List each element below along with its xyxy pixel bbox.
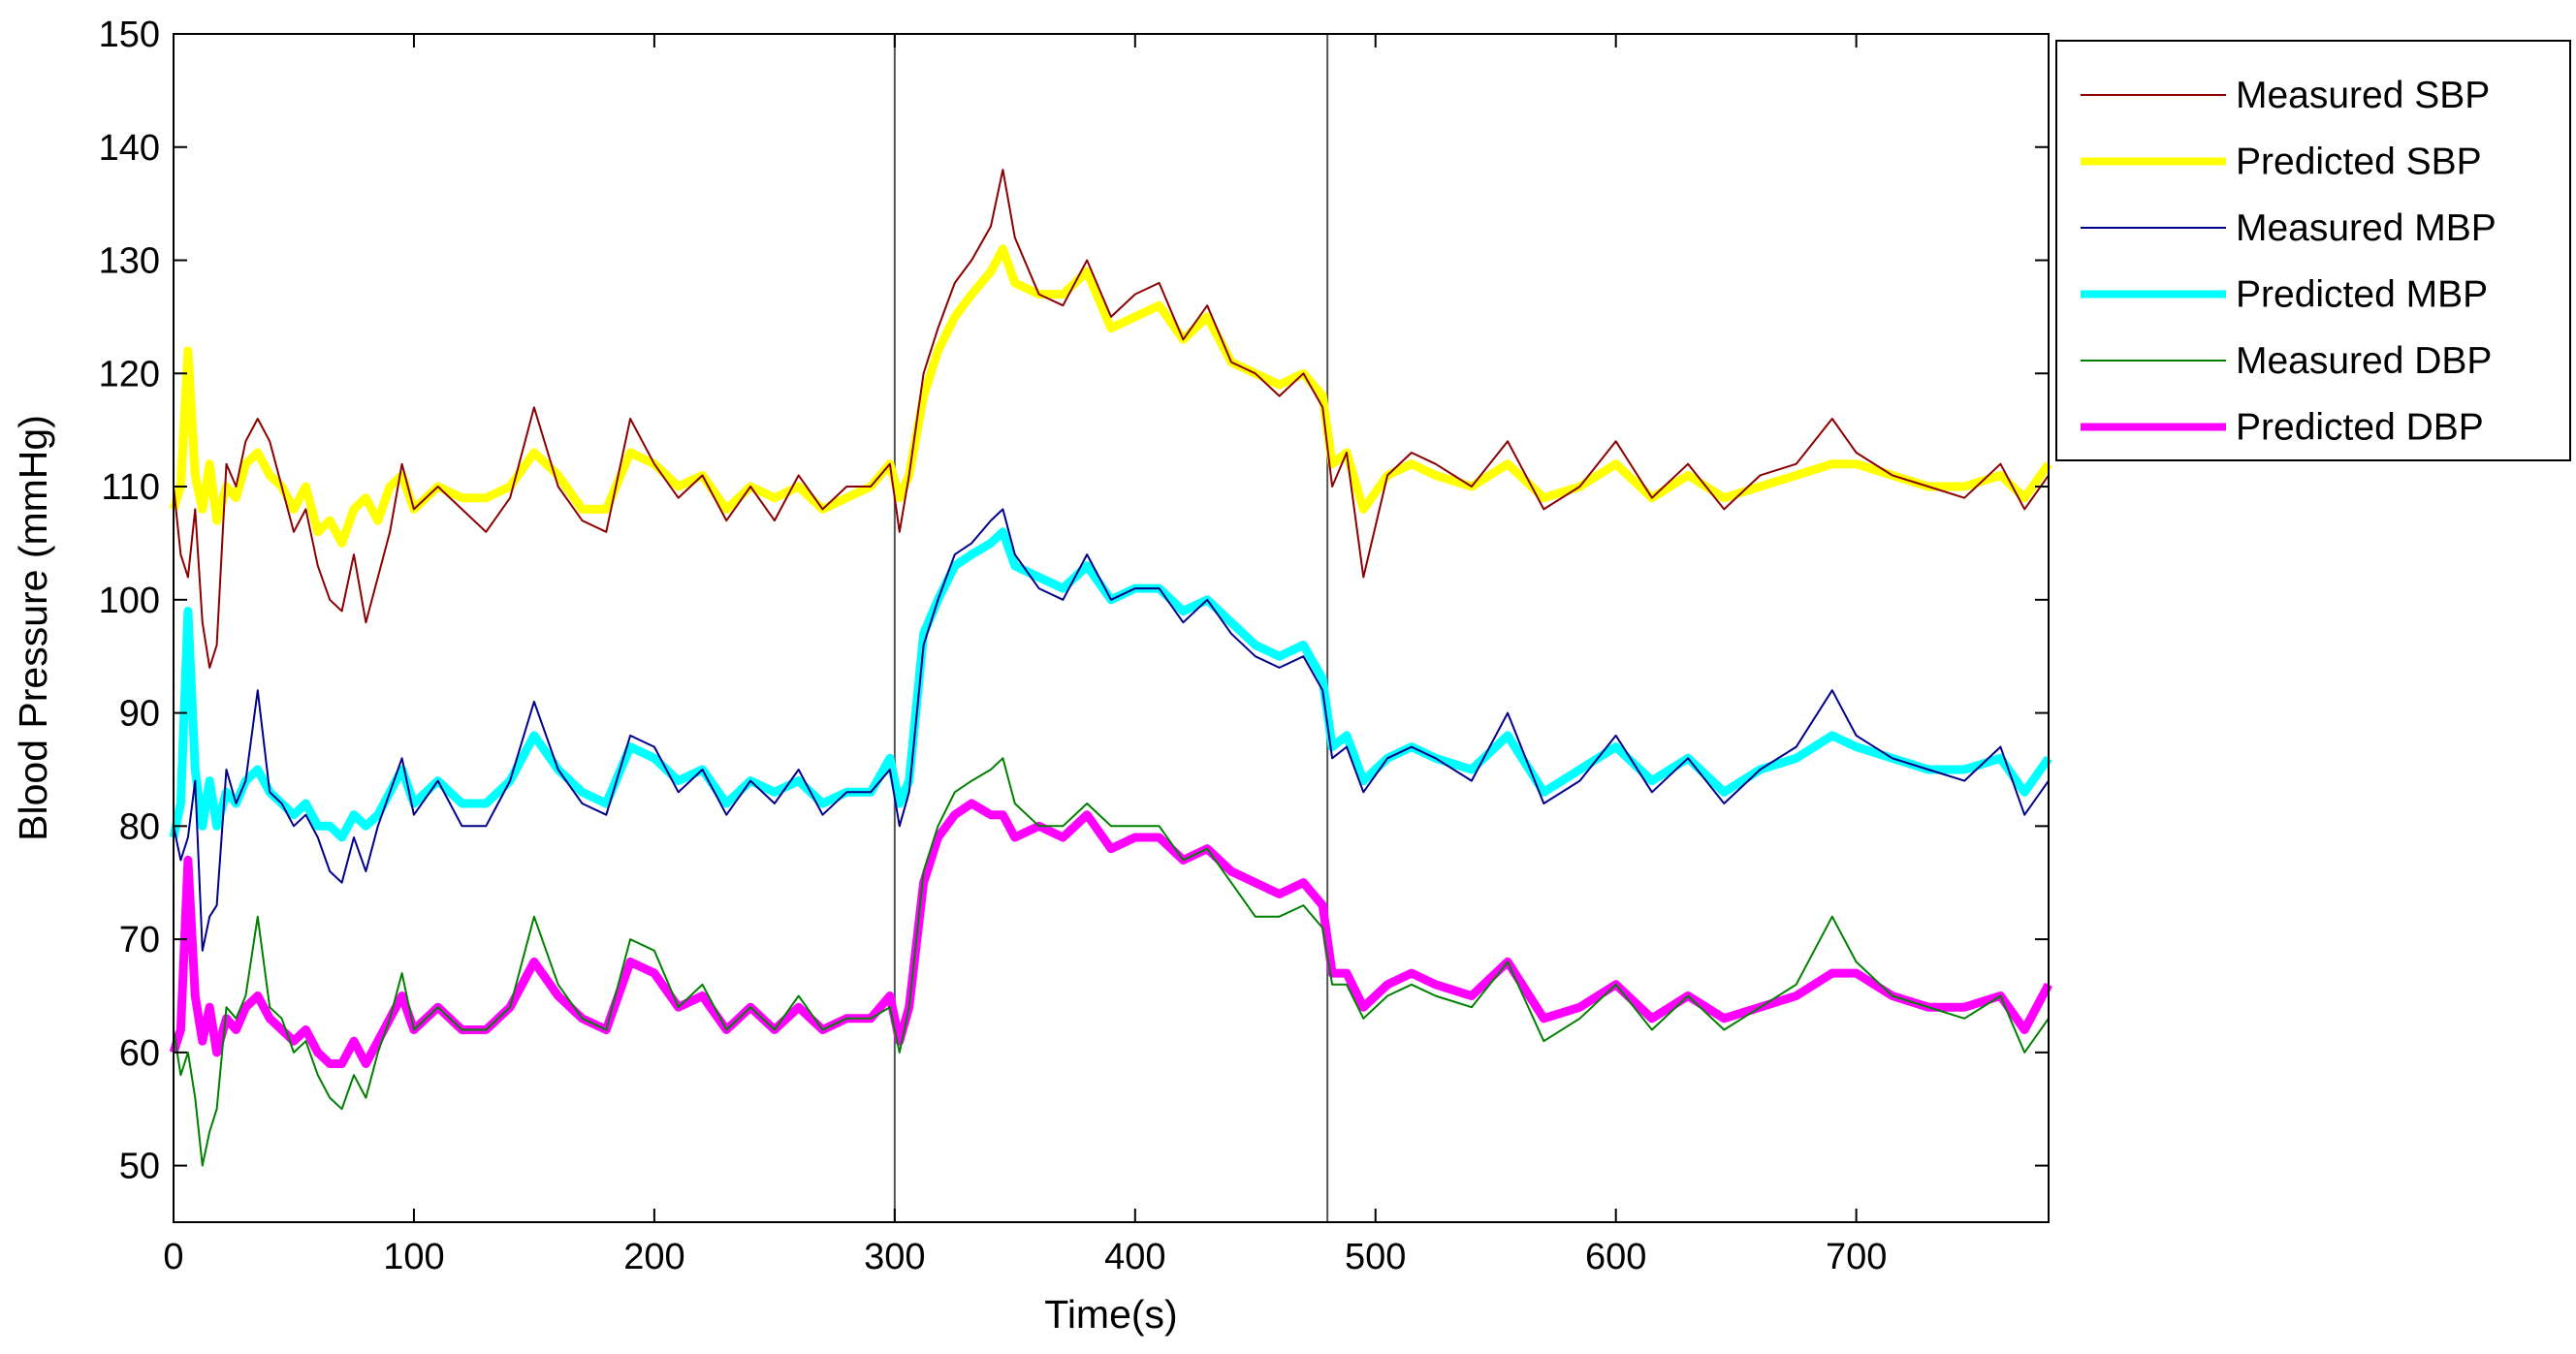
series-line-predicted-dbp [169,799,2052,1068]
series-line-predicted-mbp [169,527,2052,842]
y-tick-label: 110 [101,467,160,508]
plot-area [174,34,2049,1222]
x-tick-label: 500 [1345,1237,1406,1277]
y-tick-label: 90 [119,694,160,735]
x-tick-label: 100 [383,1237,444,1277]
legend-label: Measured MBP [2236,207,2496,249]
y-tick-label: 130 [99,241,160,282]
y-tick-label: 80 [119,806,160,847]
legend-box [2055,40,2571,461]
y-tick-label: 60 [119,1033,160,1074]
x-tick-label: 0 [163,1237,183,1277]
legend: Measured SBP Predicted SBP Measured MBP Pre… [2055,40,2571,461]
y-tick-label: 70 [119,920,160,960]
y-tick-label: 150 [99,15,160,55]
series-line-measured-dbp [173,757,2050,1167]
x-axis-label: Time(s) [1044,1292,1177,1337]
x-tick-label: 400 [1104,1237,1165,1277]
y-axis-label: Blood Pressure (mmHg) [11,415,55,841]
x-tick-label: 600 [1585,1237,1646,1277]
plot-frame [173,33,2050,1223]
y-tick-label: 100 [99,581,160,621]
series-line-measured-sbp [173,169,2050,669]
x-axis: 0 100 200 300 400 500 600 700 [163,34,1887,1277]
y-tick-label: 140 [99,128,160,169]
x-tick-label: 200 [623,1237,684,1277]
y-tick-label: 50 [119,1147,160,1187]
series-line-predicted-sbp [169,244,2052,548]
series-line-measured-mbp [173,508,2050,952]
y-tick-label: 120 [99,354,160,394]
legend-label: Measured DBP [2236,340,2492,382]
legend-label: Predicted SBP [2236,142,2482,183]
legend-label: Predicted MBP [2236,274,2488,316]
legend-label: Measured SBP [2236,75,2490,116]
y-axis: 50 60 70 80 90 100 110 120 130 140 150 [99,15,2049,1187]
legend-label: Predicted DBP [2236,407,2484,449]
x-tick-label: 700 [1826,1237,1887,1277]
x-tick-label: 300 [864,1237,925,1277]
series-layer [169,169,2052,1167]
